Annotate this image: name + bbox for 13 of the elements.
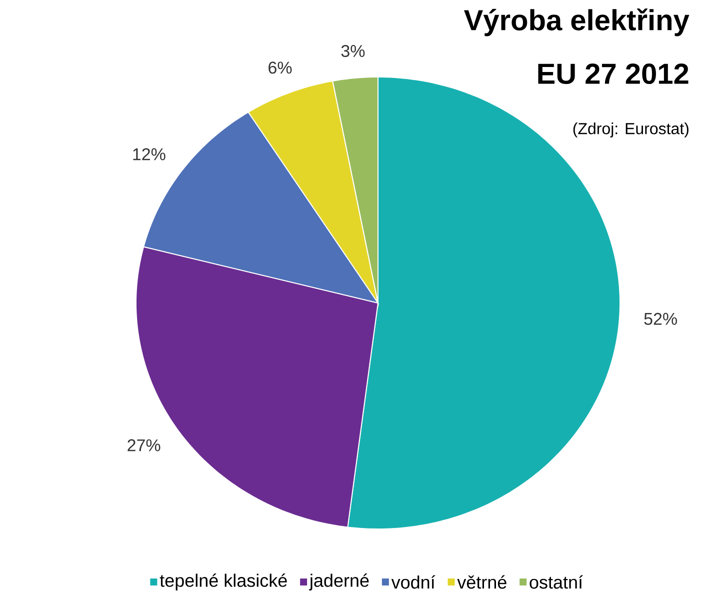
legend-label: ostatní <box>530 575 583 589</box>
data-label: 12% <box>133 148 166 160</box>
chart-title: Výroba elektřiny <box>464 8 690 36</box>
chart-subtitle: EU 27 2012 <box>538 64 688 84</box>
legend-label: větrné <box>457 575 506 589</box>
legend-label: jaderné <box>309 573 369 590</box>
data-label: 52% <box>644 312 677 325</box>
text: (Zdroj: Eurostat) <box>573 122 688 138</box>
legend-label: tepelné klasické <box>160 573 287 590</box>
legend-label: vodní <box>391 575 436 589</box>
data-label: 6% <box>268 62 292 74</box>
data-label: 27% <box>128 439 160 452</box>
data-label: 3% <box>341 44 365 58</box>
